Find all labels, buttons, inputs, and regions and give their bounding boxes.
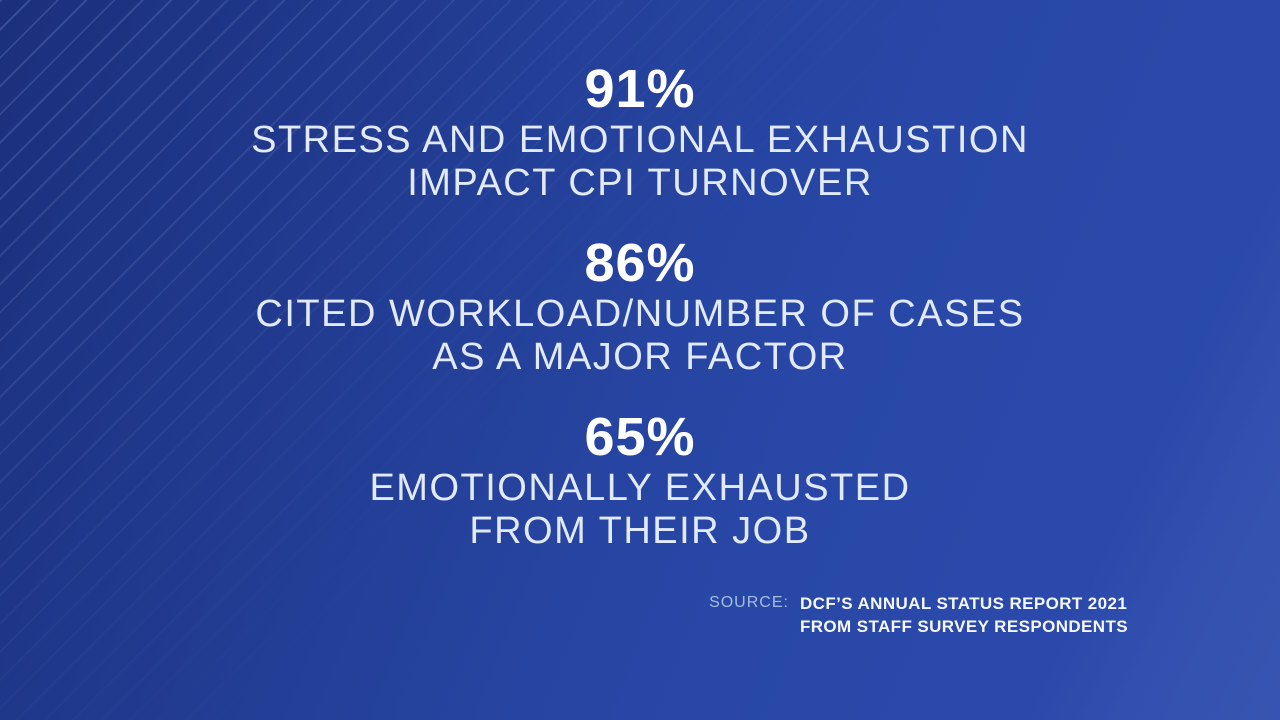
stat-block-turnover: 91% STRESS AND EMOTIONAL EXHAUSTION IMPA… <box>251 62 1029 205</box>
source-text-line: DCF’S ANNUAL STATUS REPORT 2021 <box>799 594 1128 613</box>
stat-desc-line: CITED WORKLOAD/NUMBER OF CASES <box>255 293 1025 335</box>
stat-value-91: 91% <box>584 59 696 119</box>
source-text: DCF’S ANNUAL STATUS REPORT 2021 FROM STA… <box>800 592 1128 638</box>
stat-value-86: 86% <box>584 233 696 293</box>
stat-desc-line: STRESS AND EMOTIONAL EXHAUSTION <box>251 119 1029 161</box>
stat-desc-line: AS A MAJOR FACTOR <box>432 336 848 378</box>
source-attribution: SOURCE: DCF’S ANNUAL STATUS REPORT 2021 … <box>709 592 1128 638</box>
stat-block-workload: 86% CITED WORKLOAD/NUMBER OF CASES AS A … <box>255 236 1024 379</box>
stats-column: 91% STRESS AND EMOTIONAL EXHAUSTION IMPA… <box>0 62 1280 584</box>
stat-desc-line: FROM THEIR JOB <box>469 510 811 552</box>
stat-desc-line: IMPACT CPI TURNOVER <box>407 162 873 204</box>
source-text-line: FROM STAFF SURVEY RESPONDENTS <box>799 617 1128 636</box>
stat-block-exhausted: 65% EMOTIONALLY EXHAUSTED FROM THEIR JOB <box>369 410 910 553</box>
stat-desc-line: EMOTIONALLY EXHAUSTED <box>369 467 911 509</box>
source-label: SOURCE: <box>709 594 789 611</box>
stat-value-65: 65% <box>584 407 696 467</box>
